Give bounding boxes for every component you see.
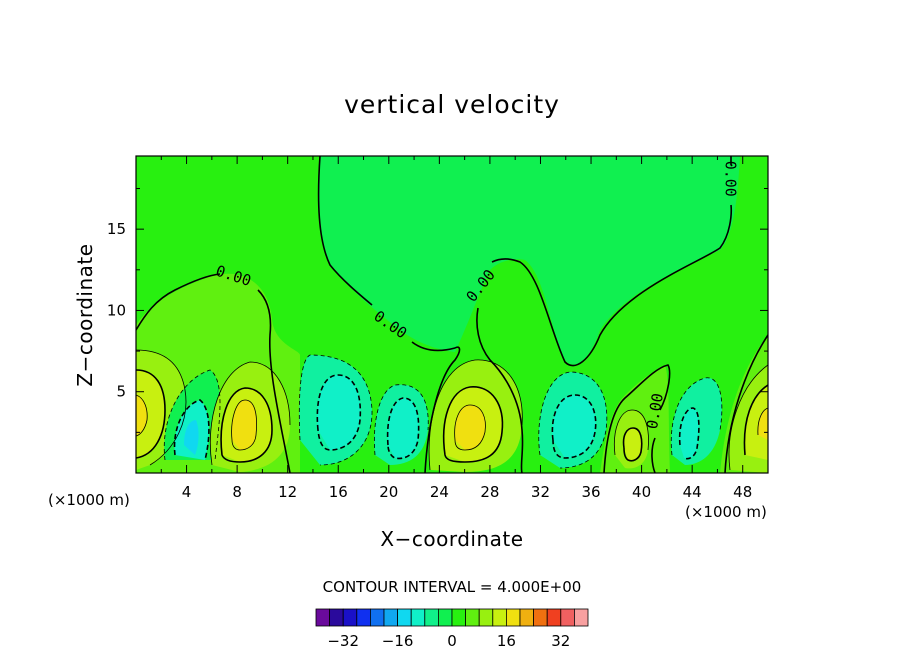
colorbar-tick-label: 0 bbox=[447, 632, 457, 650]
contour-fill bbox=[136, 156, 768, 473]
updraft-x49.8 bbox=[729, 365, 768, 473]
colorbar-swatch bbox=[424, 608, 439, 627]
plot-frame bbox=[135, 155, 769, 474]
x-tick-label: 4 bbox=[182, 483, 192, 501]
x-unit-right: (×1000 m) bbox=[685, 503, 767, 521]
colorbar-swatch bbox=[451, 608, 467, 627]
x-tick-label: 20 bbox=[379, 483, 398, 501]
zero-contour-right bbox=[603, 364, 671, 473]
colorbar-swatch bbox=[383, 608, 399, 627]
colorbar-swatch bbox=[519, 608, 535, 627]
colorbar-swatch bbox=[465, 608, 480, 627]
colorbar-swatch bbox=[315, 608, 331, 627]
colorbar-swatch bbox=[505, 608, 521, 627]
y-tick-label: 5 bbox=[116, 383, 126, 401]
colorbar-swatch bbox=[437, 608, 453, 627]
contour-lines bbox=[136, 156, 768, 473]
x-tick-label: 32 bbox=[531, 483, 550, 501]
colorbar-swatch bbox=[356, 608, 371, 627]
x-tick-label: 36 bbox=[581, 483, 600, 501]
x-tick-label: 24 bbox=[430, 483, 449, 501]
colorbar-swatch bbox=[342, 608, 358, 627]
zero-contour-far-right bbox=[724, 334, 768, 473]
colorbar-swatch bbox=[560, 608, 575, 627]
x-tick-label: 16 bbox=[329, 483, 348, 501]
colorbar-swatch bbox=[329, 608, 344, 627]
x-tick-label: 28 bbox=[480, 483, 499, 501]
contour-label: 0.00 bbox=[643, 392, 667, 431]
x-tick-label: 8 bbox=[232, 483, 242, 501]
colorbar-tick-label: 32 bbox=[551, 632, 570, 650]
x-tick-label: 40 bbox=[632, 483, 651, 501]
colorbar-tick-label: −16 bbox=[382, 632, 414, 650]
chart-title: vertical velocity bbox=[344, 90, 560, 119]
colorbar-swatch bbox=[478, 608, 494, 627]
x-tick-label: 12 bbox=[278, 483, 297, 501]
x-tick-label: 44 bbox=[683, 483, 702, 501]
colorbar-tick-label: 16 bbox=[497, 632, 516, 650]
contour-label: 0.00 bbox=[722, 161, 740, 197]
colorbar-tick-labels: −32 −16 0 16 32 bbox=[327, 632, 570, 650]
y-tick-label: 10 bbox=[107, 301, 126, 319]
zero-contour-mid bbox=[491, 156, 733, 367]
x-axis-ticks: 4 8 12 16 20 24 28 32 36 40 44 48 bbox=[160, 156, 752, 501]
colorbar-swatch bbox=[369, 608, 385, 627]
x-tick-label: 48 bbox=[733, 483, 752, 501]
downdraft-x34 bbox=[538, 372, 607, 468]
colorbar-swatch bbox=[574, 608, 589, 627]
colorbar bbox=[315, 608, 589, 627]
y-axis-ticks: 5 10 15 bbox=[107, 188, 768, 433]
x-axis-label: X−coordinate bbox=[380, 527, 523, 551]
contour-interval-text: CONTOUR INTERVAL = 4.000E+00 bbox=[323, 578, 582, 596]
zero-contour-rise bbox=[476, 307, 524, 473]
y-tick-label: 15 bbox=[107, 220, 126, 238]
downdraft-x43.5 bbox=[671, 377, 722, 465]
y-axis-label: Z−coordinate bbox=[73, 243, 97, 386]
colorbar-swatch bbox=[546, 608, 562, 627]
colorbar-swatch bbox=[533, 608, 548, 627]
negative-lobe-center bbox=[318, 156, 740, 365]
colorbar-swatch bbox=[397, 608, 412, 627]
colorbar-swatch bbox=[410, 608, 426, 627]
plot-area: 0.000.000.000.000.00 4 8 12 16 20 24 28 32 36 40 4… bbox=[107, 155, 769, 501]
zero-contour-left bbox=[136, 273, 291, 473]
colorbar-swatch bbox=[492, 608, 507, 627]
x-unit-left: (×1000 m) bbox=[48, 491, 130, 509]
colorbar-tick-label: −32 bbox=[327, 632, 359, 650]
